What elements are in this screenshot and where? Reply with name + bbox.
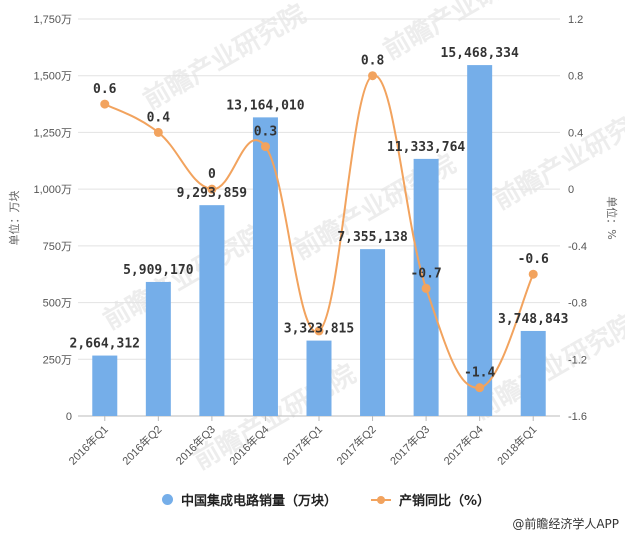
legend: 中国集成电路销量（万块） 产销同比（%）: [162, 490, 524, 509]
line-value-label: 0.6: [93, 82, 117, 97]
left-tick-label: 1,250万: [33, 127, 72, 139]
x-tick-label: 2016年Q1: [66, 422, 111, 467]
right-tick-label: 1.2: [568, 14, 583, 26]
line-value-label: -0.6: [518, 252, 549, 267]
right-axis-ticks: -1.6 -1.2 -0.8 -0.4 0 0.4 0.8 1.2: [568, 14, 587, 423]
bar-series: [92, 65, 546, 421]
line-legend-icon: [371, 494, 392, 505]
left-axis-ticks: 0 250万 500万 750万 1,000万 1,250万 1,500万 1,750万: [33, 14, 72, 423]
left-tick-label: 1,750万: [33, 14, 72, 26]
line-value-label: 0.4: [147, 110, 171, 125]
bar[interactable]: [252, 117, 278, 417]
line-value-label: -0.7: [410, 266, 441, 281]
line-point[interactable]: [528, 269, 538, 279]
left-tick-label: 1,500万: [33, 71, 72, 83]
line-point[interactable]: [100, 99, 110, 109]
line-value-label: -1.4: [464, 366, 495, 381]
bar[interactable]: [467, 65, 493, 417]
left-tick-label: 250万: [43, 354, 72, 366]
line-point[interactable]: [207, 184, 217, 194]
x-tick-label: 2017年Q4: [440, 422, 485, 467]
line-point[interactable]: [421, 283, 431, 293]
line-point[interactable]: [260, 142, 270, 152]
left-tick-label: 1,000万: [33, 184, 72, 196]
line-value-label: 0.8: [361, 54, 385, 69]
right-tick-label: -0.4: [568, 241, 587, 253]
bar-value-label: 11,333,764: [387, 140, 465, 155]
left-tick-label: 500万: [43, 298, 72, 310]
right-tick-label: -0.8: [568, 298, 587, 310]
legend-label-yoy: 产销同比（%）: [399, 494, 491, 509]
bar-value-label: 5,909,170: [123, 263, 194, 278]
left-tick-label: 750万: [43, 241, 72, 253]
right-tick-label: -1.6: [568, 411, 587, 423]
x-axis-labels: 2016年Q1 2016年Q2 2016年Q3 2016年Q4 2017年Q1 2017年…: [66, 422, 540, 467]
line-point[interactable]: [314, 326, 324, 336]
left-tick-label: 0: [66, 411, 72, 423]
x-tick-label: 2017年Q1: [280, 422, 325, 467]
x-tick-label: 2017年Q3: [387, 422, 432, 467]
source-credit: @前瞻经济学人APP: [512, 517, 619, 531]
line-value-label: 0.3: [254, 125, 277, 140]
line-value-label: 0: [208, 167, 216, 182]
x-tick-label: 2017年Q2: [333, 422, 378, 467]
line-point[interactable]: [368, 71, 378, 81]
bar[interactable]: [520, 330, 546, 416]
bar-value-label: 7,355,138: [337, 230, 408, 245]
legend-label-sales: 中国集成电路销量（万块）: [181, 494, 338, 509]
left-axis-title: 单位：万块: [7, 191, 21, 246]
bar-value-label: 2,664,312: [70, 337, 140, 352]
yoy-line: [104, 74, 535, 389]
legend-item-yoy[interactable]: 产销同比（%）: [371, 490, 490, 509]
line-point[interactable]: [475, 383, 485, 393]
bar-value-label: 3,748,843: [498, 312, 568, 327]
bar[interactable]: [92, 355, 118, 416]
bar[interactable]: [145, 281, 171, 416]
legend-item-sales[interactable]: 中国集成电路销量（万块）: [162, 490, 337, 509]
bar[interactable]: [306, 340, 332, 416]
bar-value-label: 9,293,859: [177, 186, 247, 201]
bar[interactable]: [360, 249, 386, 416]
bar-value-label: 13,164,010: [226, 98, 304, 113]
right-tick-label: -1.2: [568, 354, 587, 366]
bar-value-label: 15,468,334: [441, 46, 519, 61]
bar[interactable]: [199, 205, 225, 416]
line-point[interactable]: [153, 127, 163, 137]
bar-legend-icon: [162, 494, 173, 505]
bar-value-label: 3,323,815: [284, 322, 354, 337]
right-axis-title: 单位：%: [605, 196, 619, 239]
x-tick-label: 2018年Q1: [494, 422, 539, 467]
right-tick-label: 0.8: [568, 71, 583, 83]
watermark-text: 前瞻产业研究院: [488, 98, 625, 216]
x-tick-label: 2016年Q2: [119, 422, 164, 467]
right-tick-label: 0.4: [568, 127, 583, 139]
right-tick-label: 0: [568, 184, 574, 196]
data-labels: 2,664,312 5,909,170 9,293,859 13,164,010 3,3…: [70, 46, 569, 381]
line-series: [100, 71, 538, 393]
